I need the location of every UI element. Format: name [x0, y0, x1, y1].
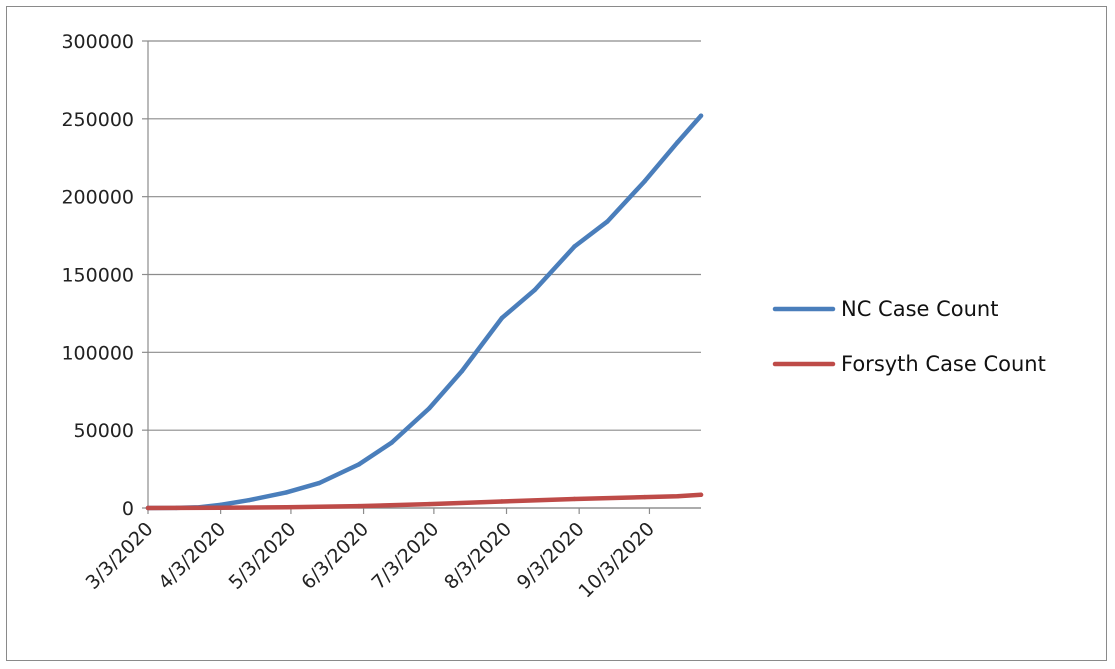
data-point	[605, 219, 610, 224]
x-tick-label: 8/3/2020	[440, 518, 516, 594]
data-point	[356, 503, 362, 509]
x-tick-label: 5/3/2020	[225, 518, 301, 594]
y-tick-label: 150000	[61, 265, 134, 287]
legend-label: Forsyth Case Count	[841, 352, 1046, 376]
data-point	[698, 492, 704, 497]
data-point	[572, 244, 577, 249]
x-tick-label: 6/3/2020	[297, 518, 373, 594]
data-point	[284, 505, 289, 510]
data-point	[642, 494, 647, 500]
y-tick-label: 50000	[74, 420, 134, 442]
y-tick-label: 200000	[61, 187, 134, 209]
y-tick-label: 250000	[61, 109, 134, 131]
data-point	[218, 505, 223, 511]
x-tick-label: 3/3/2020	[82, 518, 158, 594]
x-tick-label: 4/3/2020	[154, 518, 230, 594]
data-point	[499, 315, 505, 321]
data-point	[316, 480, 322, 486]
data-point	[675, 139, 680, 145]
data-point	[426, 406, 432, 411]
x-axis: 3/3/20204/3/20205/3/20206/3/20207/3/2020…	[82, 507, 701, 602]
data-point	[499, 499, 505, 504]
series-layer	[145, 113, 704, 511]
chart-frame	[6, 6, 1107, 661]
y-tick-label: 100000	[61, 342, 134, 364]
legend: NC Case Count Forsyth Case Count	[772, 297, 1046, 376]
x-tick-label: 9/3/2020	[513, 518, 589, 594]
series-line-1	[145, 492, 704, 511]
data-point	[532, 287, 537, 293]
series-line-0	[145, 113, 704, 511]
data-point	[284, 490, 289, 495]
data-point	[459, 368, 465, 374]
data-point	[675, 494, 680, 499]
data-point	[389, 440, 394, 445]
legend-label: NC Case Count	[841, 297, 998, 321]
data-point	[426, 501, 432, 507]
y-tick-label: 0	[122, 498, 134, 520]
x-tick-label: 7/3/2020	[368, 518, 444, 594]
data-point	[356, 462, 362, 467]
data-point	[642, 178, 647, 184]
gridlines	[148, 40, 701, 509]
data-point	[698, 113, 704, 118]
data-point	[246, 498, 251, 503]
x-tick-label: 10/3/2020	[575, 518, 659, 602]
y-axis: 0 50000 100000 150000 200000 250000 300000	[61, 31, 149, 520]
data-point	[145, 505, 151, 511]
data-point	[572, 496, 577, 502]
y-tick-label: 300000	[61, 31, 134, 53]
